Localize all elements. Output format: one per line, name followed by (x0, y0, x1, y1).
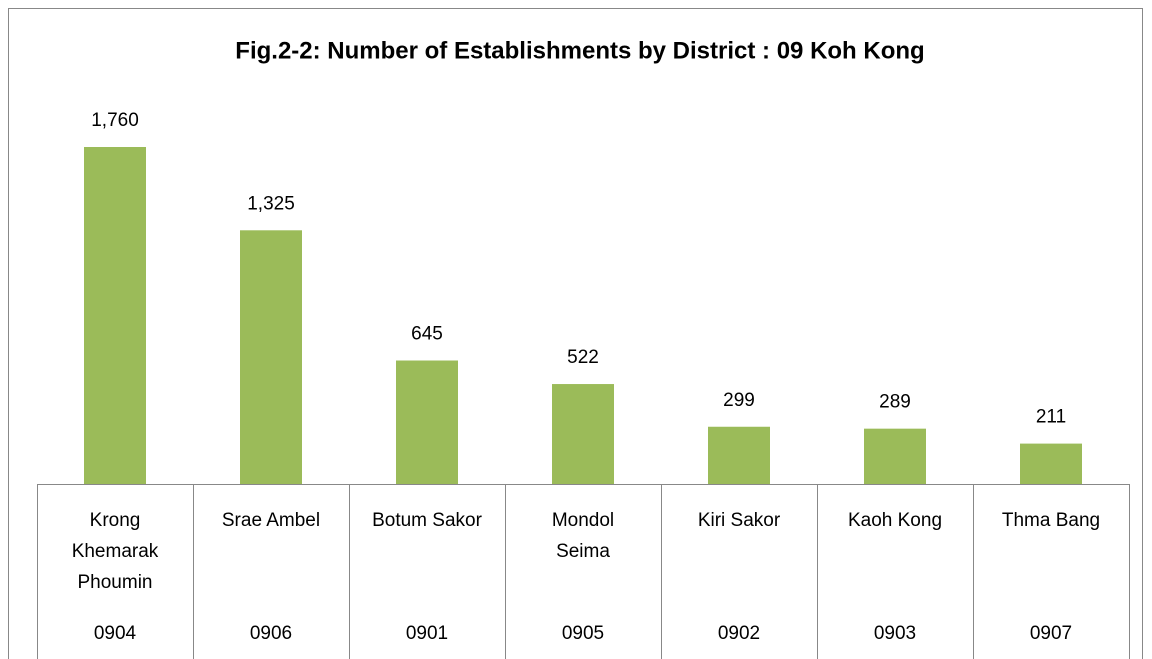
data-label: 289 (879, 392, 911, 413)
data-label: 211 (1036, 407, 1066, 428)
data-label: 1,325 (247, 193, 295, 214)
bar (552, 384, 614, 484)
x-tick-label: Phoumin (78, 572, 153, 593)
data-label: 299 (723, 390, 755, 411)
chart-title: Fig.2-2: Number of Establishments by Dis… (235, 37, 924, 64)
category-code: 0905 (562, 623, 604, 644)
x-tick-label: Seima (556, 541, 610, 562)
x-tick-label: Thma Bang (1002, 510, 1100, 531)
category-code: 0902 (718, 623, 760, 644)
x-tick-label: Kaoh Kong (848, 510, 942, 531)
data-label: 522 (567, 347, 599, 368)
bar (708, 426, 770, 484)
category-code: 0901 (406, 623, 448, 644)
chart-border (8, 8, 1143, 659)
x-tick-label: Khemarak (72, 541, 159, 562)
category-code: 0907 (1030, 623, 1072, 644)
bar (396, 360, 458, 484)
bar (1020, 443, 1082, 484)
x-tick-label: Mondol (552, 510, 614, 531)
x-tick-label: Botum Sakor (372, 510, 482, 531)
bar (84, 147, 146, 484)
data-label: 1,760 (91, 110, 139, 131)
bar (864, 428, 926, 484)
x-tick-label: Krong (90, 510, 141, 531)
category-code: 0906 (250, 623, 292, 644)
x-tick-label: Srae Ambel (222, 510, 320, 531)
x-tick-label: Kiri Sakor (698, 510, 781, 531)
category-code: 0904 (94, 623, 137, 644)
category-code: 0903 (874, 623, 916, 644)
data-label: 645 (411, 324, 443, 345)
bar (240, 230, 302, 484)
